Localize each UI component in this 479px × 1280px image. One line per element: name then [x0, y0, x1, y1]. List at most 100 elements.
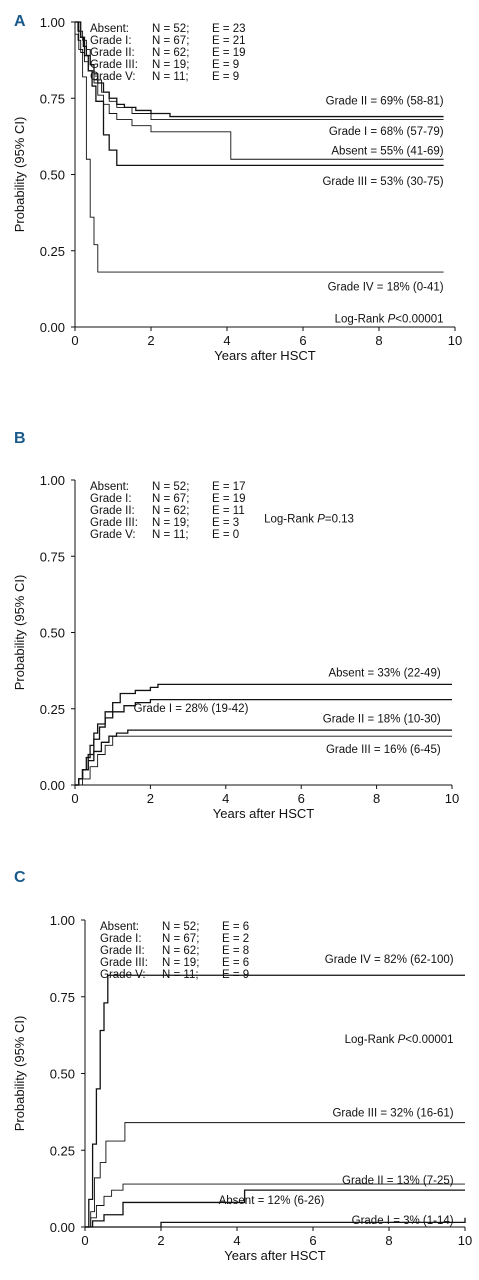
legend-e: E = 6 [222, 921, 249, 933]
x-axis-title: Years after HSCT [224, 1248, 325, 1263]
curve-annotation: Grade II = 69% (58-81) [326, 95, 444, 107]
y-axis-title: Probability (95% CI) [12, 117, 27, 233]
legend-group: Grade III: [90, 59, 138, 71]
x-tick-label: 6 [298, 791, 305, 806]
legend-group: Grade II: [90, 505, 135, 517]
legend-group: Grade II: [90, 47, 135, 59]
y-tick-label: 0.00 [50, 1220, 75, 1235]
legend-group: Absent: [90, 481, 129, 493]
legend-group: Grade III: [100, 957, 148, 969]
legend-e: E = 19 [212, 493, 246, 505]
y-tick-label: 0.75 [40, 549, 65, 564]
curve-annotation: Grade IV = 82% (62-100) [325, 954, 454, 966]
y-tick-label: 0.25 [40, 702, 65, 717]
legend-n: N = 52; [162, 921, 199, 933]
legend-e: E = 0 [212, 529, 239, 541]
curve-annotation: Absent = 12% (6-26) [219, 1195, 325, 1207]
legend-n: N = 19; [152, 59, 189, 71]
legend-n: N = 67; [162, 933, 199, 945]
curve-annotation: Grade II = 18% (10-30) [323, 713, 441, 725]
y-tick-label: 0.50 [40, 626, 65, 641]
legend-e: E = 2 [222, 933, 249, 945]
y-tick-label: 0.50 [50, 1067, 75, 1082]
y-tick-label: 0.00 [40, 778, 65, 793]
x-tick-label: 8 [385, 1233, 392, 1248]
legend-e: E = 19 [212, 47, 246, 59]
x-axis-title: Years after HSCT [213, 806, 314, 821]
legend-group: Absent: [100, 921, 139, 933]
legend-e: E = 6 [222, 957, 249, 969]
legend-group: Grade V: [90, 529, 136, 541]
curve-annotation: Absent = 33% (22-49) [328, 668, 440, 680]
y-axis-title: Probability (95% CI) [12, 1016, 27, 1132]
legend-group: Grade III: [90, 517, 138, 529]
legend-n: N = 67; [152, 493, 189, 505]
series-line-grade-iv [75, 21, 444, 273]
legend-e: E = 9 [222, 969, 249, 981]
panel-letter: B [14, 430, 26, 447]
x-tick-label: 0 [81, 1233, 88, 1248]
legend-n: N = 62; [152, 505, 189, 517]
y-tick-label: 0.25 [50, 1143, 75, 1158]
y-tick-label: 0.75 [40, 91, 65, 106]
series-line-grade-iii [85, 1122, 465, 1228]
x-tick-label: 6 [299, 333, 306, 348]
series-line-grade-iv [85, 974, 465, 1228]
legend-n: N = 19; [152, 517, 189, 529]
series-line-absent [85, 1189, 465, 1228]
legend-e: E = 11 [212, 505, 245, 517]
legend-group: Grade V: [100, 969, 146, 981]
legend-n: N = 11; [152, 71, 189, 83]
legend-n: N = 11; [152, 529, 189, 541]
y-tick-label: 0.50 [40, 168, 65, 183]
legend-e: E = 23 [212, 23, 246, 35]
legend-n: N = 52; [152, 23, 189, 35]
series-line-grade-iii [75, 735, 452, 786]
panel-letter: A [14, 13, 26, 30]
x-tick-label: 8 [373, 791, 380, 806]
y-tick-label: 1.00 [40, 15, 65, 30]
legend-group: Grade V: [90, 71, 136, 83]
x-tick-label: 4 [233, 1233, 240, 1248]
x-tick-label: 10 [448, 333, 462, 348]
curve-annotation: Absent = 55% (41-69) [331, 146, 443, 158]
curve-annotation: Log-Rank P<0.00001 [345, 1034, 454, 1046]
curve-annotation: Grade III = 53% (30-75) [322, 176, 443, 188]
curve-annotation: Log-Rank P=0.13 [264, 514, 354, 526]
legend-group: Grade I: [100, 933, 142, 945]
y-tick-label: 1.00 [50, 913, 75, 928]
legend-n: N = 19; [162, 957, 199, 969]
legend-group: Grade I: [90, 35, 132, 47]
x-tick-label: 0 [71, 791, 78, 806]
legend-group: Absent: [90, 23, 129, 35]
legend-n: N = 52; [152, 481, 189, 493]
y-tick-label: 0.25 [40, 244, 65, 259]
legend-n: N = 62; [162, 945, 199, 957]
x-tick-label: 10 [445, 791, 459, 806]
legend-e: E = 8 [222, 945, 249, 957]
panel-c: C 0.00 0.25 0.50 0.75 1.00 0 2 4 6 8 10 Years after … [12, 869, 472, 1263]
panel-b: B 0.00 0.25 0.50 0.75 1.00 0 2 4 6 8 10 Years after … [12, 430, 459, 821]
panel-a: A 0.00 0.25 0.50 0.75 1.00 0 2 4 6 8 10 Years after … [12, 13, 462, 363]
x-tick-label: 6 [309, 1233, 316, 1248]
x-tick-label: 0 [71, 333, 78, 348]
legend-e: E = 21 [212, 35, 246, 47]
series-line-grade-iii [75, 21, 444, 166]
series-line-grade-ii [85, 1183, 465, 1228]
y-tick-label: 1.00 [40, 473, 65, 488]
series-line-grade-i [85, 1217, 466, 1228]
x-tick-label: 8 [375, 333, 382, 348]
y-tick-label: 0.00 [40, 320, 65, 335]
x-tick-label: 2 [147, 333, 154, 348]
series-line-grade-ii [75, 729, 452, 786]
series-line-grade-i [75, 21, 444, 121]
legend-group: Grade I: [90, 493, 132, 505]
curve-annotation: Grade I = 68% (57-79) [329, 126, 444, 138]
curve-annotation: Grade I = 28% (19-42) [134, 703, 249, 715]
x-axis-title: Years after HSCT [214, 348, 315, 363]
y-axis-title: Probability (95% CI) [12, 575, 27, 691]
x-tick-label: 4 [223, 333, 230, 348]
x-tick-label: 2 [147, 791, 154, 806]
legend-n: N = 67; [152, 35, 189, 47]
